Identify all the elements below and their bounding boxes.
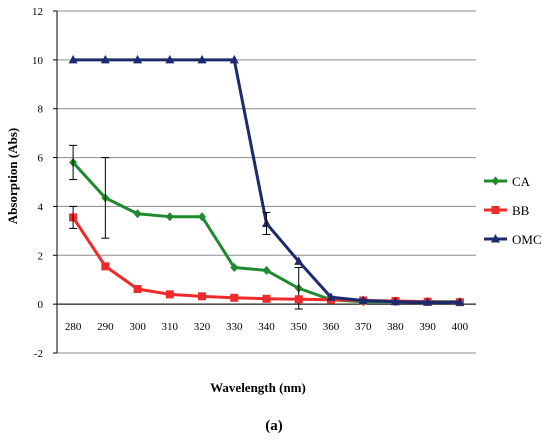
data-point-bb [165,290,174,299]
data-point-omc [133,54,143,64]
y-tick-label: 2 [38,250,44,262]
x-tick-label: 400 [452,321,469,333]
error-bar [101,157,110,239]
legend-marker [491,206,500,214]
x-axis-title: Wavelength (nm) [210,380,306,395]
x-tick-label: 360 [323,321,340,333]
panel-label: (a) [265,418,283,434]
data-point-ca [165,212,174,222]
x-tick-label: 390 [419,321,436,333]
error-bar [262,212,271,236]
legend-label: OMC [512,232,542,247]
data-point-bb [262,294,271,303]
x-tick-label: 290 [97,321,114,333]
series-line-omc [73,58,460,304]
legend-marker [491,234,500,243]
legend-marker [491,176,500,186]
x-tick-label: 380 [387,321,404,333]
x-tick-labels: 280 290 300 310 320 330 340 350 360 370 380 390 400 [65,321,469,333]
y-axis-title: Absorption (Abs) [5,128,20,224]
x-tick-label: 330 [226,321,243,333]
data-point-omc [423,297,433,306]
legend-label: BB [512,203,530,218]
error-bar [69,144,78,181]
x-tick-label: 300 [129,321,146,333]
data-point-omc [165,54,175,64]
data-point-omc [68,54,78,64]
series-omc [68,54,465,306]
y-tick-label: 12 [32,6,43,18]
y-tick-label: 4 [38,201,44,213]
data-point-bb [230,293,239,302]
y-tick-label: 10 [32,55,44,67]
x-tick-label: 370 [355,321,372,333]
data-point-omc [197,54,207,64]
data-point-omc [294,256,304,265]
y-tick-label: 8 [38,104,44,116]
y-tick-label: 6 [38,153,44,165]
data-point-omc [229,54,239,64]
legend-item-omc: OMC [484,232,542,247]
data-point-bb [198,292,207,301]
error-bar [69,205,78,229]
data-point-ca [198,212,207,222]
data-point-ca [133,209,142,219]
legend: CA BB OMC [484,174,542,247]
series-layer [68,54,465,310]
x-tick-label: 280 [65,321,82,333]
data-point-bb [133,284,142,293]
data-point-omc [455,297,465,306]
x-tick-label: 310 [162,321,179,333]
x-tick-label: 350 [290,321,307,333]
data-point-ca [262,265,271,275]
y-tick-label: 0 [38,299,44,311]
y-tick-label: -2 [34,348,43,360]
data-point-bb [294,295,303,304]
legend-label: CA [512,174,531,189]
data-point-bb [101,262,110,271]
data-point-omc [390,296,400,306]
data-point-omc [358,295,368,304]
data-point-omc [100,54,110,64]
x-tick-label: 320 [194,321,211,333]
legend-item-bb: BB [484,203,530,218]
data-point-omc [326,292,336,301]
x-tick-label: 340 [258,321,275,333]
legend-item-ca: CA [484,174,531,189]
y-tick-labels: -2 0 2 4 6 8 10 12 [32,6,57,360]
data-point-ca [230,263,239,272]
